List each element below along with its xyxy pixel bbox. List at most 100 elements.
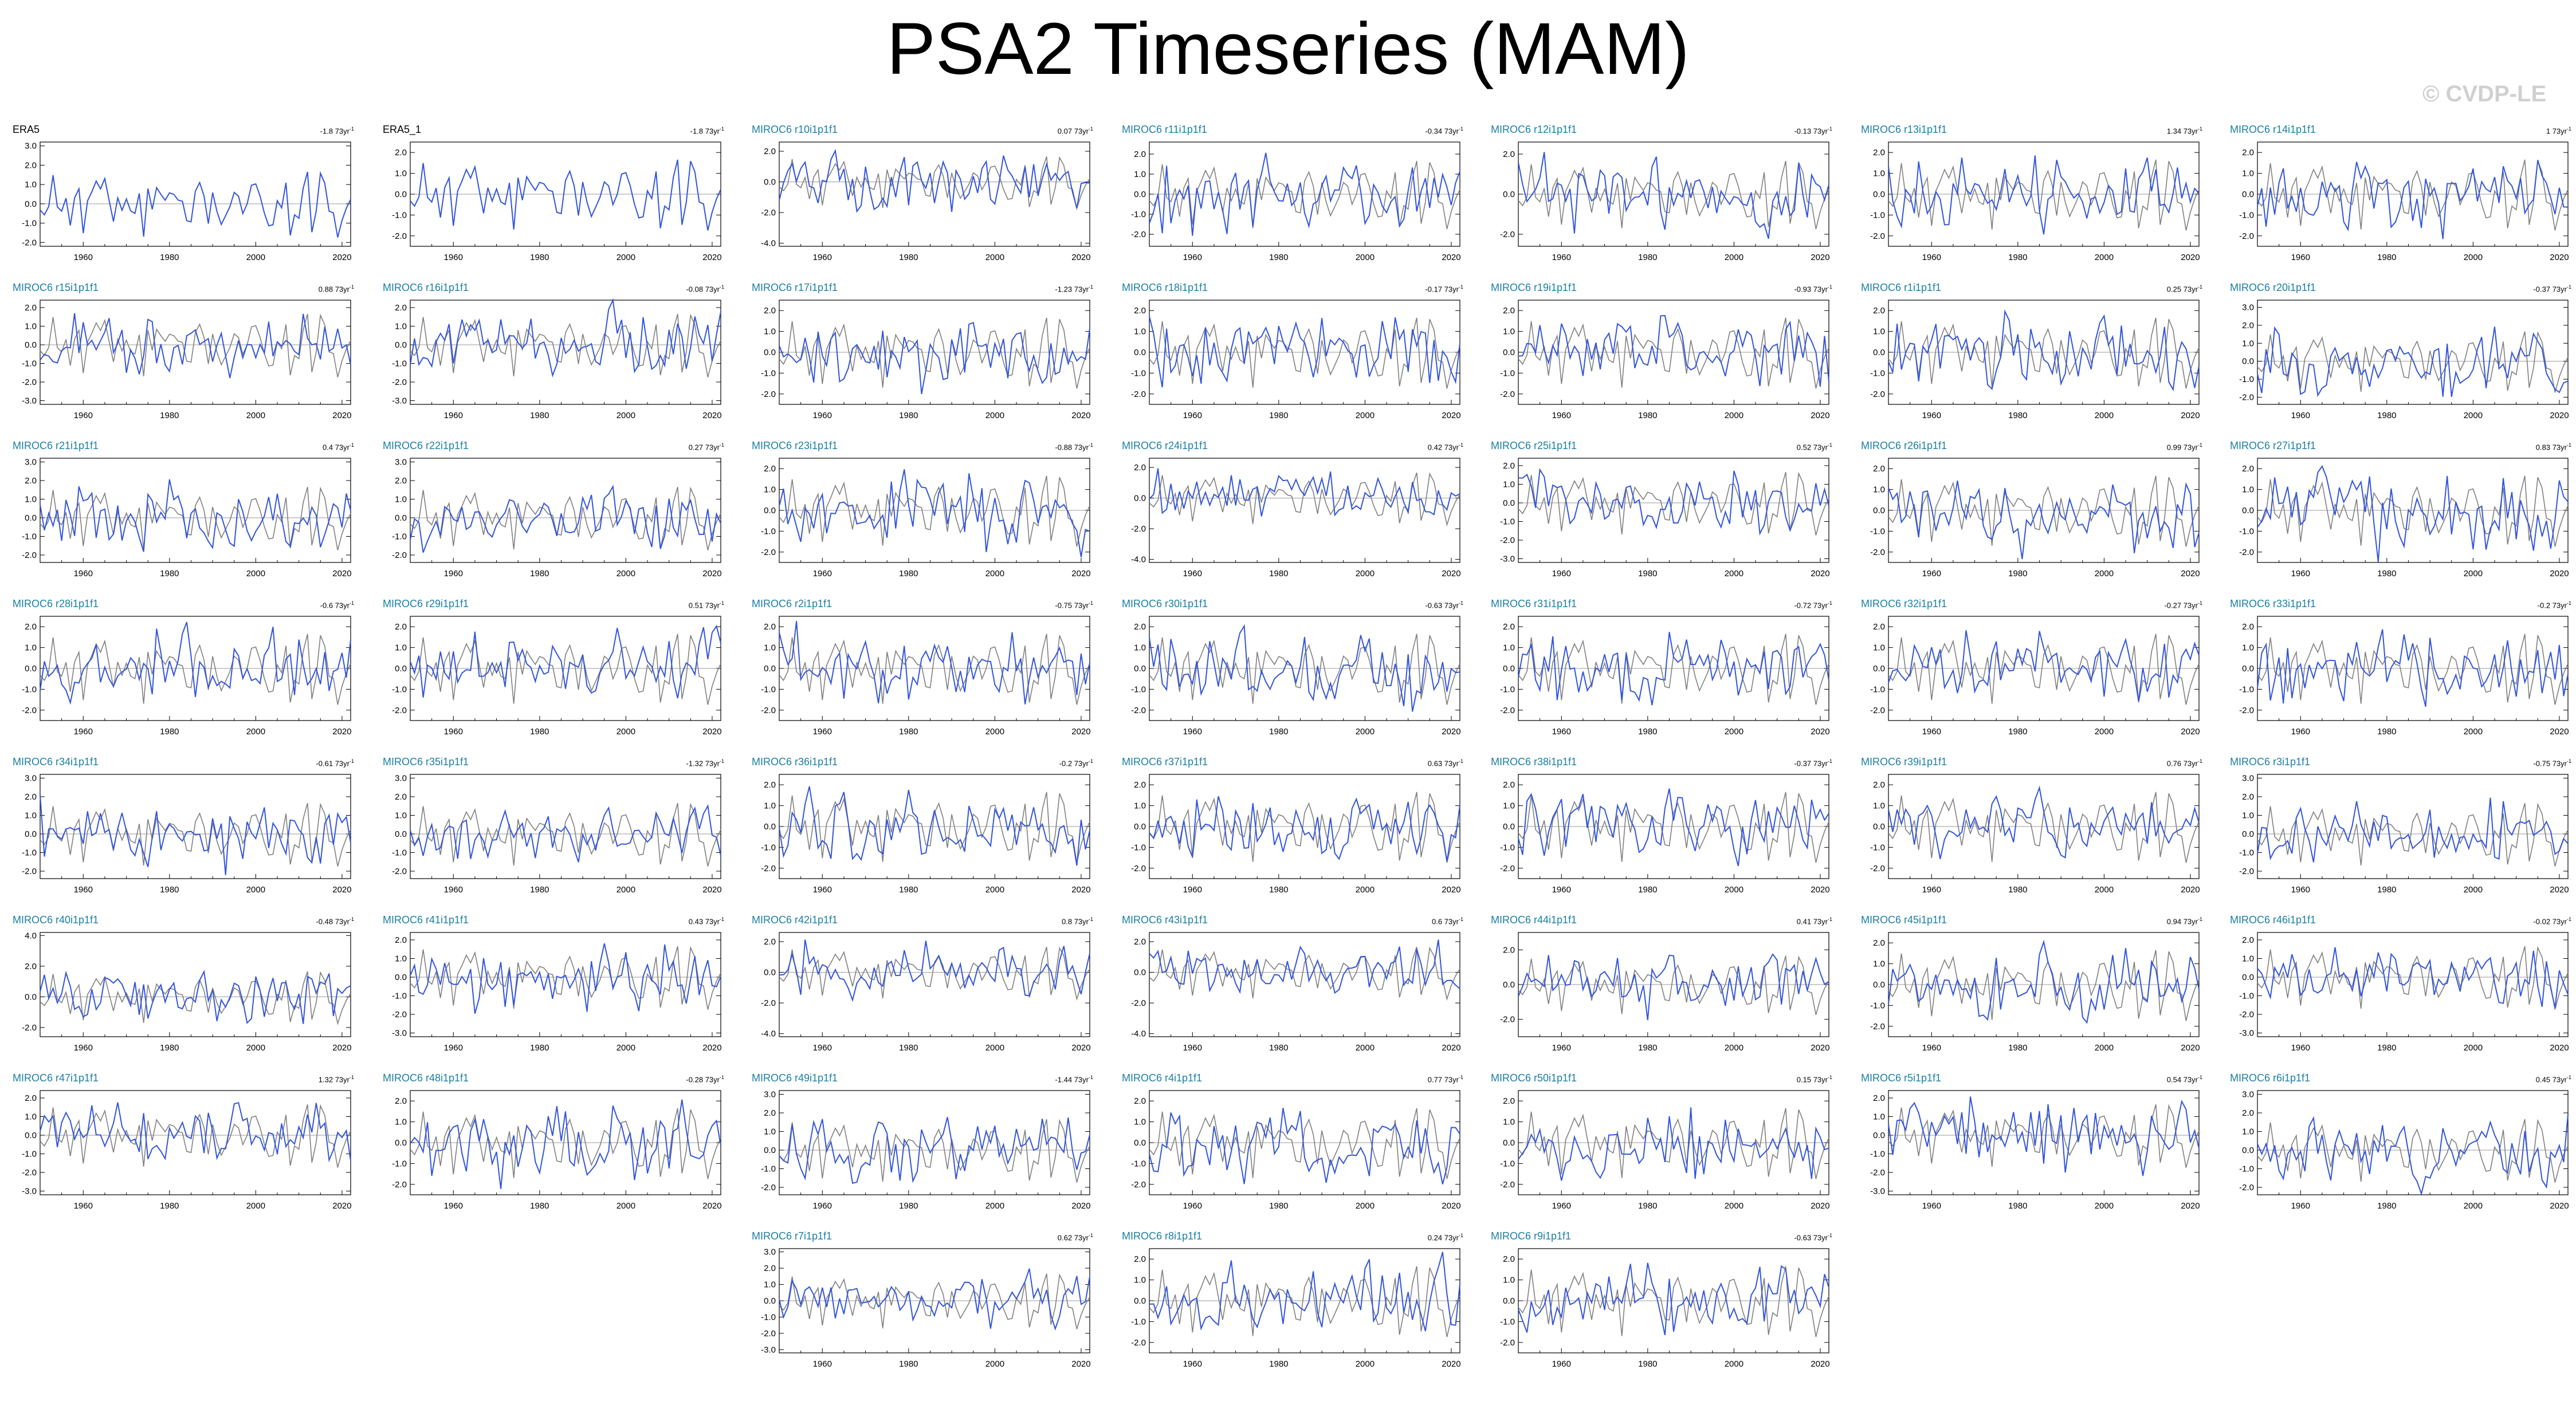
chart-panel: MIROC6 r8i1p1f1 0.24 73yr-1 2.0 1.0 0.0 -1.0 -… bbox=[1121, 1230, 1464, 1379]
series-line bbox=[779, 939, 1090, 1002]
trend-unit-exp: -1 bbox=[719, 442, 724, 448]
reference-series-line bbox=[2257, 475, 2569, 547]
chart-panel: MIROC6 r50i1p1f1 0.15 73yr-1 2.0 1.0 0.0 -1.0… bbox=[1490, 1072, 1833, 1221]
x-tick-label: 1960 bbox=[74, 1201, 93, 1211]
x-tick-label: 2000 bbox=[2095, 885, 2114, 895]
x-tick-label: 1960 bbox=[1183, 1201, 1202, 1211]
y-tick-label: 0.0 bbox=[2242, 973, 2254, 982]
series-line bbox=[1888, 630, 2200, 702]
panel-name: MIROC6 r37i1p1f1 bbox=[1122, 756, 1208, 768]
trend-value: 0.77 bbox=[1427, 1075, 1443, 1084]
y-tick-label: -1.0 bbox=[2239, 375, 2254, 384]
trend-unit-exp: -1 bbox=[349, 600, 354, 606]
panel-name: MIROC6 r26i1p1f1 bbox=[1861, 440, 1947, 451]
trend-unit: 73yr bbox=[1813, 917, 1828, 926]
trend-unit-exp: -1 bbox=[2197, 600, 2202, 606]
panel-trend: -1.8 73yr-1 bbox=[690, 126, 724, 135]
trend-value: -0.13 bbox=[1794, 127, 1812, 136]
y-tick-label: 1.0 bbox=[395, 643, 407, 653]
panel-trend: 0.77 73yr-1 bbox=[1428, 1075, 1463, 1084]
timeseries-plot: 3.0 2.0 1.0 0.0 -1.0 -2.0 1960 1980 2000 2020 bbox=[392, 774, 721, 895]
x-tick-label: 1980 bbox=[899, 1201, 918, 1211]
reference-series-line bbox=[40, 486, 351, 550]
y-tick-label: 2.0 bbox=[1873, 622, 1885, 632]
panel-trend: -0.88 73yr-1 bbox=[1055, 442, 1093, 451]
reference-series-line bbox=[410, 486, 721, 550]
y-tick-label: -1.0 bbox=[2239, 1164, 2254, 1174]
panel-trend: -0.63 73yr-1 bbox=[1794, 1233, 1832, 1242]
y-tick-label: 1.0 bbox=[1503, 1117, 1515, 1127]
x-tick-label: 1960 bbox=[813, 885, 832, 895]
y-tick-label: -1.0 bbox=[22, 532, 37, 542]
x-tick-label: 2020 bbox=[702, 727, 721, 737]
panel-name: MIROC6 r41i1p1f1 bbox=[383, 914, 469, 926]
y-tick-label: -2.0 bbox=[761, 864, 776, 873]
panel-name: MIROC6 r12i1p1f1 bbox=[1491, 124, 1577, 135]
x-tick-label: 2020 bbox=[1811, 253, 1829, 262]
x-tick-label: 2020 bbox=[1811, 1359, 1829, 1369]
x-tick-label: 2000 bbox=[1356, 411, 1375, 420]
timeseries-plot: 2.0 1.0 0.0 -1.0 -2.0 1960 1980 2000 2020 bbox=[1500, 1090, 1830, 1211]
y-tick-label: 2.0 bbox=[1503, 149, 1515, 159]
panel-trend: -0.37 73yr-1 bbox=[1794, 758, 1832, 768]
trend-unit-exp: -1 bbox=[1458, 284, 1463, 290]
panel-name: MIROC6 r17i1p1f1 bbox=[752, 282, 838, 293]
trend-unit-exp: -1 bbox=[2566, 126, 2571, 132]
timeseries-plot: 2.0 1.0 0.0 -1.0 -2.0 1960 1980 2000 2020 bbox=[1870, 774, 2200, 895]
trend-unit-exp: -1 bbox=[1088, 126, 1093, 132]
watermark: © CVDP-LE bbox=[2422, 81, 2547, 107]
series-line bbox=[2257, 1114, 2569, 1196]
panel-trend: 0.43 73yr-1 bbox=[689, 916, 724, 926]
x-tick-label: 2020 bbox=[702, 1043, 721, 1053]
chart-panel: MIROC6 r24i1p1f1 0.42 73yr-1 2.0 0.0 -2.0 -4.… bbox=[1121, 440, 1464, 589]
x-tick-label: 2000 bbox=[1725, 885, 1743, 895]
series-line bbox=[779, 148, 1090, 213]
trend-value: 0.45 bbox=[2535, 1075, 2551, 1084]
y-tick-label: 1.0 bbox=[1873, 1112, 1885, 1122]
reference-series-line bbox=[2257, 802, 2569, 867]
x-tick-label: 1980 bbox=[2008, 569, 2027, 578]
x-tick-label: 2020 bbox=[2550, 411, 2569, 420]
trend-unit: 73yr bbox=[705, 285, 720, 294]
panel-trend: 0.63 73yr-1 bbox=[1428, 758, 1463, 768]
trend-unit: 73yr bbox=[1813, 601, 1828, 610]
x-tick-label: 1980 bbox=[2377, 411, 2396, 420]
y-tick-label: 0.0 bbox=[395, 513, 407, 523]
x-tick-label: 2000 bbox=[1356, 253, 1375, 262]
panel-name: MIROC6 r3i1p1f1 bbox=[2230, 756, 2311, 768]
y-tick-label: 1.0 bbox=[764, 327, 776, 337]
timeseries-plot: 2.0 1.0 0.0 -1.0 -2.0 1960 1980 2000 2020 bbox=[2239, 141, 2569, 262]
panel-trend: -0.6 73yr-1 bbox=[320, 600, 354, 609]
y-tick-label: 1.0 bbox=[25, 643, 37, 653]
chart-panel: MIROC6 r13i1p1f1 1.34 73yr-1 2.0 1.0 0.0 -1.0… bbox=[1860, 124, 2204, 273]
plot-frame bbox=[1518, 458, 1829, 563]
reference-series-line bbox=[2257, 946, 2569, 1010]
x-tick-label: 1980 bbox=[160, 727, 179, 737]
y-tick-label: -1.0 bbox=[1500, 517, 1515, 527]
y-tick-label: -2.0 bbox=[392, 1180, 407, 1190]
plot-frame bbox=[779, 1090, 1090, 1195]
chart-panel: MIROC6 r15i1p1f1 0.88 73yr-1 2.0 1.0 0.0 -1.0… bbox=[11, 282, 355, 431]
panel-name: MIROC6 r31i1p1f1 bbox=[1491, 598, 1577, 609]
y-tick-label: 1.0 bbox=[25, 180, 37, 190]
y-tick-label: 1.0 bbox=[1134, 1276, 1146, 1285]
trend-value: -0.28 bbox=[686, 1075, 704, 1084]
chart-panel: MIROC6 r47i1p1f1 1.32 73yr-1 2.0 1.0 0.0 -1.0… bbox=[11, 1072, 355, 1221]
timeseries-plot: 3.0 2.0 1.0 0.0 -1.0 -2.0 1960 1980 2000 2020 bbox=[22, 774, 351, 895]
y-tick-label: 2.0 bbox=[1873, 780, 1885, 790]
timeseries-plot: 2.0 1.0 0.0 -1.0 -2.0 1960 1980 2000 2020 bbox=[1870, 616, 2200, 737]
chart-panel: MIROC6 r10i1p1f1 0.07 73yr-1 2.0 0.0 -2.0 -4.… bbox=[751, 124, 1094, 273]
series-line bbox=[410, 298, 721, 378]
panel-name: MIROC6 r28i1p1f1 bbox=[13, 598, 99, 609]
x-tick-label: 1960 bbox=[1183, 885, 1202, 895]
y-tick-label: 0.0 bbox=[764, 1296, 776, 1306]
chart-panel: MIROC6 r26i1p1f1 0.99 73yr-1 2.0 1.0 0.0 -1.0… bbox=[1860, 440, 2204, 589]
trend-unit-exp: -1 bbox=[349, 758, 354, 764]
timeseries-plot: 2.0 1.0 0.0 -1.0 -2.0 -3.0 1960 1980 2000 2020 bbox=[1870, 1090, 2200, 1211]
x-tick-label: 1960 bbox=[1183, 569, 1202, 578]
series-line bbox=[1888, 1096, 2200, 1176]
trend-unit: 73yr bbox=[705, 443, 720, 452]
trend-unit-exp: -1 bbox=[1458, 1233, 1463, 1238]
trend-value: 0.8 bbox=[1061, 917, 1073, 926]
x-tick-label: 2000 bbox=[616, 569, 635, 578]
